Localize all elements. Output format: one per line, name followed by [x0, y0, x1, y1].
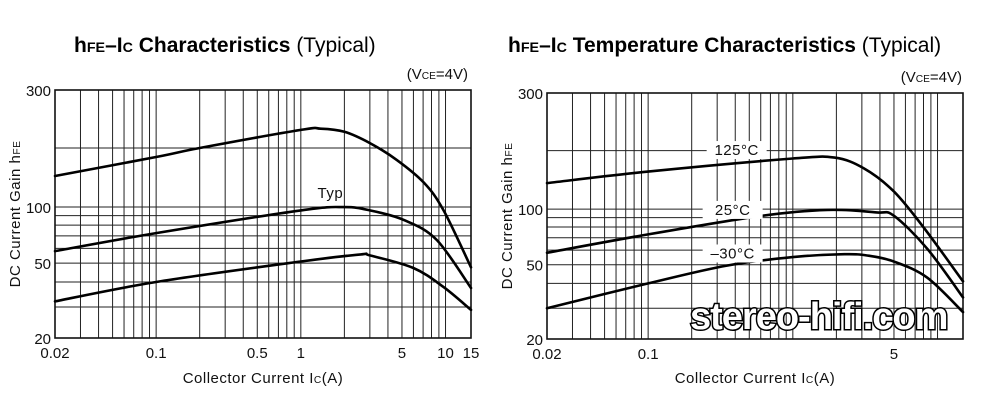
chart-title-segment: C [123, 40, 133, 56]
series-curve-25C [545, 208, 965, 299]
series-label-background [702, 200, 763, 219]
chart-title: hFE–IC Temperature Characteristics (Typi… [508, 34, 941, 57]
x-tick-label: 5 [398, 345, 406, 362]
x-tick-label: 0.1 [146, 345, 167, 362]
chart-title-segment: –I [539, 34, 557, 57]
series-curve-upper [53, 126, 473, 269]
x-axis-label: Collector Current IC(A) [675, 370, 836, 387]
series-label-background [702, 244, 763, 263]
x-tick-label: 0.02 [40, 345, 69, 362]
y-tick-label: 20 [526, 332, 543, 349]
chart-title-segment: FE [87, 40, 105, 56]
x-axis-label-segment: (A) [322, 370, 344, 387]
y-axis-label-segment: DC Current Gain h [7, 155, 24, 288]
y-axis-label: DC Current Gain hFE [499, 143, 516, 290]
series-curve-Typ [53, 205, 473, 290]
test-condition-segment: CE [422, 71, 436, 82]
chart-title-segment: FE [521, 40, 539, 56]
y-tick-label: 20 [34, 331, 51, 348]
chart-title-segment: h [74, 34, 87, 57]
test-condition: (VCE=4V) [407, 66, 468, 83]
x-tick-label: 5 [890, 346, 898, 363]
y-axis-label-segment: FE [12, 141, 23, 155]
plot-frame [546, 92, 964, 340]
test-condition-segment: =4V) [930, 69, 962, 86]
y-tick-label: 50 [526, 258, 543, 275]
x-axis-label-segment: C [806, 375, 814, 386]
chart-title-segment: (Typical) [290, 34, 375, 57]
y-axis-label-segment: FE [504, 143, 515, 157]
series-curve-30C [545, 252, 965, 314]
x-tick-label: 0.02 [532, 346, 561, 363]
x-axis-label-segment: Collector Current I [183, 370, 314, 387]
y-tick-label: 100 [518, 202, 543, 219]
chart-title-segment: Characteristics [133, 34, 291, 57]
y-tick-label: 50 [34, 256, 51, 273]
x-tick-label: 0.1 [638, 346, 659, 363]
series-label: 125°C [714, 142, 758, 159]
x-axis-label-segment: Collector Current I [675, 370, 806, 387]
series-curve-lower [53, 252, 473, 312]
x-tick-label: 10 [437, 345, 454, 362]
hfe-ic-temperature-characteristics-chart: hFE–IC Temperature Characteristics (Typi… [499, 34, 965, 387]
series-label-background [706, 141, 767, 160]
series-label: 25°C [715, 202, 751, 219]
chart-title-segment: C [557, 40, 567, 56]
y-axis-label: DC Current Gain hFE [7, 141, 24, 288]
series-curve-125C [545, 155, 965, 283]
y-axis-label-segment: DC Current Gain h [499, 157, 516, 290]
chart-title-segment: Temperature Characteristics [567, 34, 856, 57]
test-condition-segment: (V [407, 66, 422, 83]
chart-title-segment: h [508, 34, 521, 57]
y-tick-label: 100 [26, 200, 51, 217]
x-tick-label: 1 [297, 345, 305, 362]
y-tick-label: 300 [518, 86, 543, 103]
plot-frame [54, 89, 472, 339]
series-label: –30°C [710, 245, 754, 262]
test-condition-segment: (V [901, 69, 916, 86]
x-axis-label-segment: C [314, 375, 322, 386]
y-tick-label: 300 [26, 83, 51, 100]
x-tick-label: 0.5 [247, 345, 268, 362]
gridlines [54, 89, 472, 339]
watermark: stereo-hifi.com [690, 296, 947, 338]
x-axis-label: Collector Current IC(A) [183, 370, 344, 387]
hfe-ic-characteristics-chart: hFE–IC Characteristics (Typical)(VCE=4V)… [7, 34, 479, 387]
series-label: Typ [318, 185, 344, 202]
chart-title-segment: –I [105, 34, 123, 57]
chart-title: hFE–IC Characteristics (Typical) [74, 34, 376, 57]
x-tick-label: 15 [463, 345, 480, 362]
test-condition-segment: =4V) [436, 66, 468, 83]
chart-title-segment: (Typical) [856, 34, 941, 57]
test-condition: (VCE=4V) [901, 69, 962, 86]
x-axis-label-segment: (A) [814, 370, 836, 387]
test-condition-segment: CE [916, 74, 930, 85]
